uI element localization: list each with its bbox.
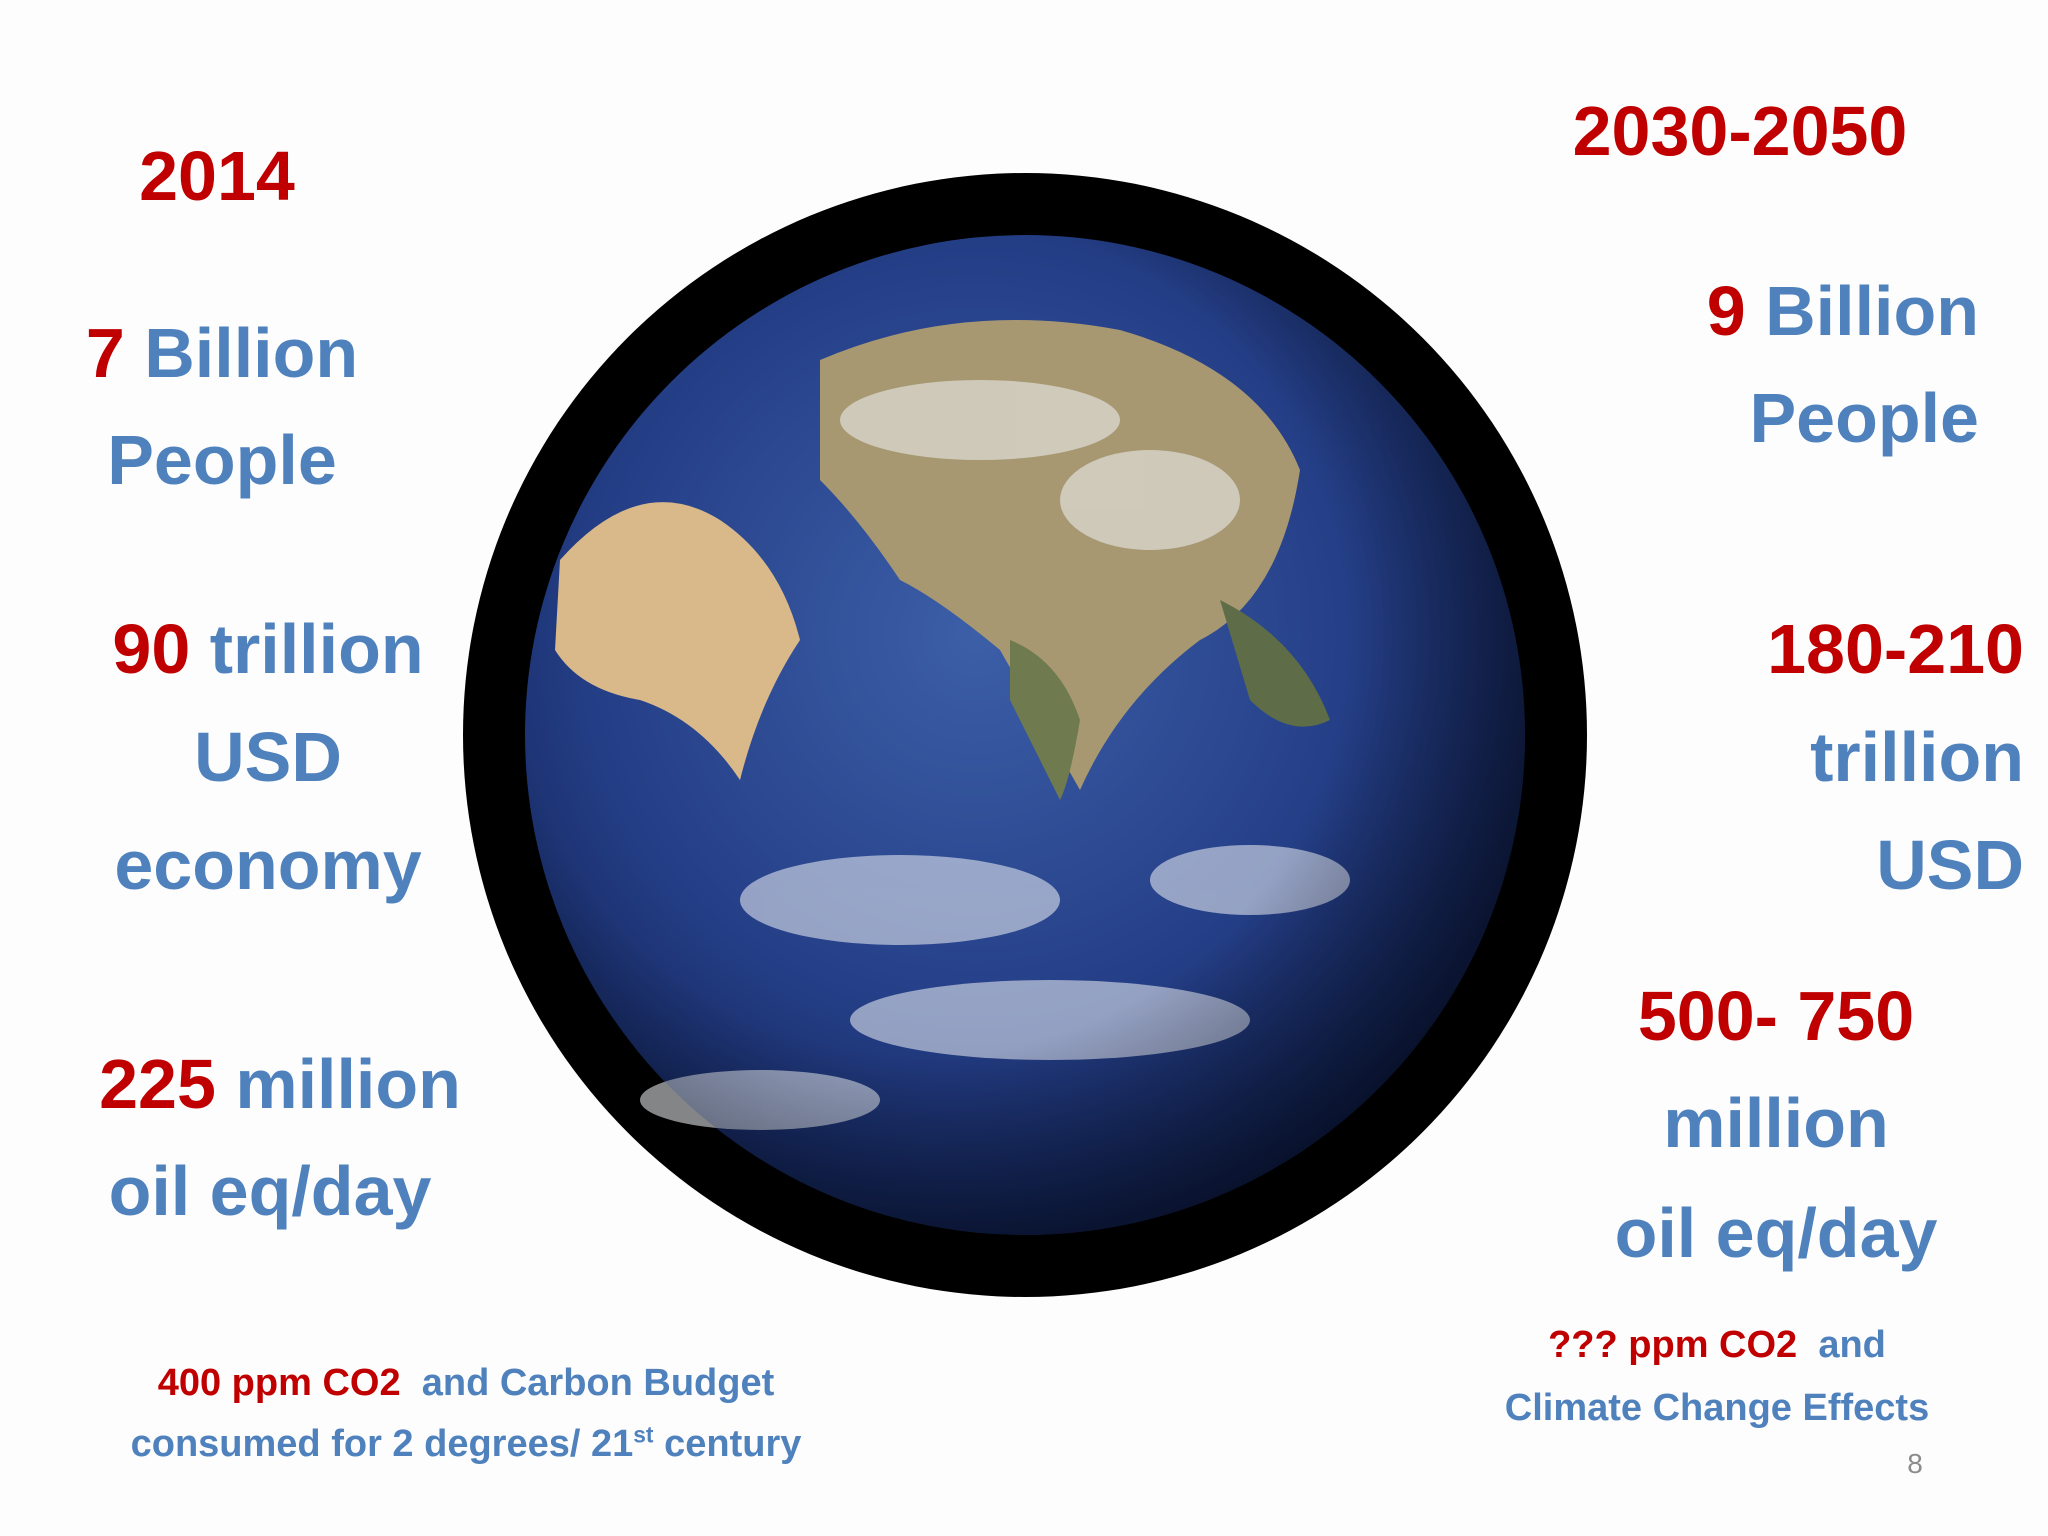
text: consumed for 2 degrees/ 21: [130, 1423, 634, 1465]
unit: million: [235, 1045, 461, 1123]
co2: ??? ppm CO2: [1548, 1324, 1798, 1366]
number: 225: [99, 1045, 216, 1123]
right-footnote: ??? ppm CO2 and: [1417, 1315, 2017, 1375]
number: 7: [85, 314, 125, 392]
left-population: 7 Billion: [22, 303, 422, 403]
right-footnote-line2: Climate Change Effects: [1504, 1387, 1930, 1429]
rest: and Carbon Budget: [421, 1362, 775, 1404]
number: 9: [1706, 272, 1746, 350]
left-economy-line3: economy: [114, 826, 422, 904]
superscript: st: [633, 1421, 654, 1448]
right-economy-line2: trillion: [1810, 718, 2024, 796]
unit: Billion: [1765, 272, 1979, 350]
left-footnote-line2: consumed for 2 degrees/ 21st century: [66, 1414, 866, 1474]
right-energy-line2: million: [1663, 1084, 1889, 1162]
right-economy-line3: USD: [1876, 826, 2024, 904]
left-population-line2: People: [107, 421, 337, 499]
right-energy: 500- 750: [1637, 977, 1915, 1055]
right-energy-line3: oil eq/day: [1614, 1194, 1938, 1272]
unit: Billion: [144, 314, 359, 392]
right-population: 9 Billion: [1707, 261, 1979, 361]
unit: trillion: [209, 610, 424, 688]
number: 90: [112, 610, 191, 688]
right-year: 2030-2050: [1572, 92, 1908, 170]
left-year: 2014: [139, 137, 295, 215]
text: century: [664, 1423, 802, 1465]
page-number: 8: [1907, 1448, 1923, 1479]
left-energy-line2: oil eq/day: [108, 1152, 432, 1230]
left-energy: 225 million: [30, 1034, 530, 1134]
rest: and: [1818, 1324, 1886, 1366]
co2: 400 ppm CO2: [157, 1362, 401, 1404]
earth-shade: [525, 235, 1525, 1235]
right-population-line2: People: [1749, 379, 1979, 457]
left-economy: 90 trillion: [18, 599, 518, 699]
left-footnote: 400 ppm CO2 and Carbon Budget: [66, 1353, 866, 1413]
left-economy-line2: USD: [194, 718, 342, 796]
right-economy: 180-210: [1767, 610, 2024, 688]
